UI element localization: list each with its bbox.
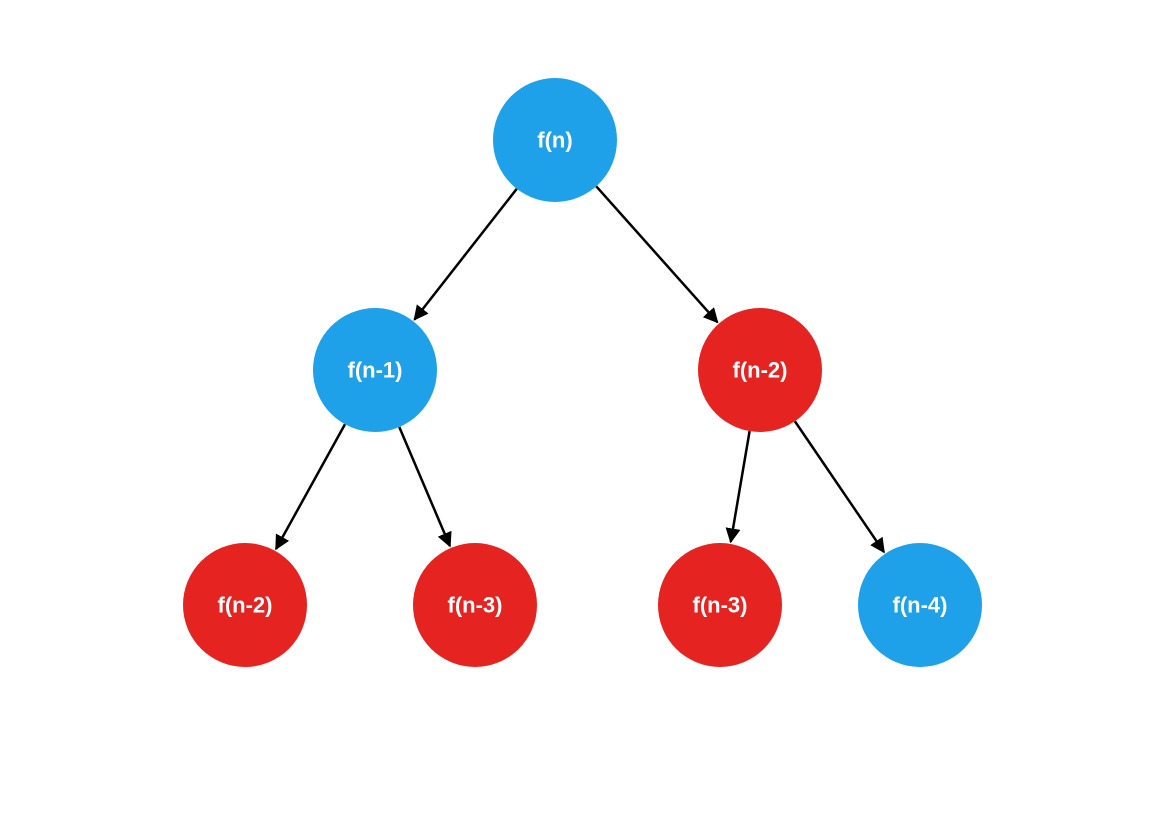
node-label: f(n-3) [448,593,503,618]
node-rr: f(n-4) [858,543,982,667]
edge-r-rr [795,421,884,552]
node-rl: f(n-3) [658,543,782,667]
edge-l-lr [399,427,450,546]
edge-l-ll [276,424,345,549]
nodes-group: f(n) f(n-1) f(n-2) f(n-2) f(n-3) f(n-3) f(n-4) [183,78,982,667]
edge-root-l [414,189,516,320]
edge-root-r [596,186,717,322]
node-l: f(n-1) [313,308,437,432]
node-label: f(n-3) [693,593,748,618]
node-ll: f(n-2) [183,543,307,667]
node-r: f(n-2) [698,308,822,432]
node-root: f(n) [493,78,617,202]
node-label: f(n-2) [733,358,788,383]
edge-r-rl [731,431,750,542]
node-label: f(n-4) [893,593,948,618]
node-lr: f(n-3) [413,543,537,667]
recursion-tree-diagram: f(n) f(n-1) f(n-2) f(n-2) f(n-3) f(n-3) f(n-4) [0,0,1156,828]
node-label: f(n-2) [218,593,273,618]
node-label: f(n) [537,128,572,153]
node-label: f(n-1) [348,358,403,383]
